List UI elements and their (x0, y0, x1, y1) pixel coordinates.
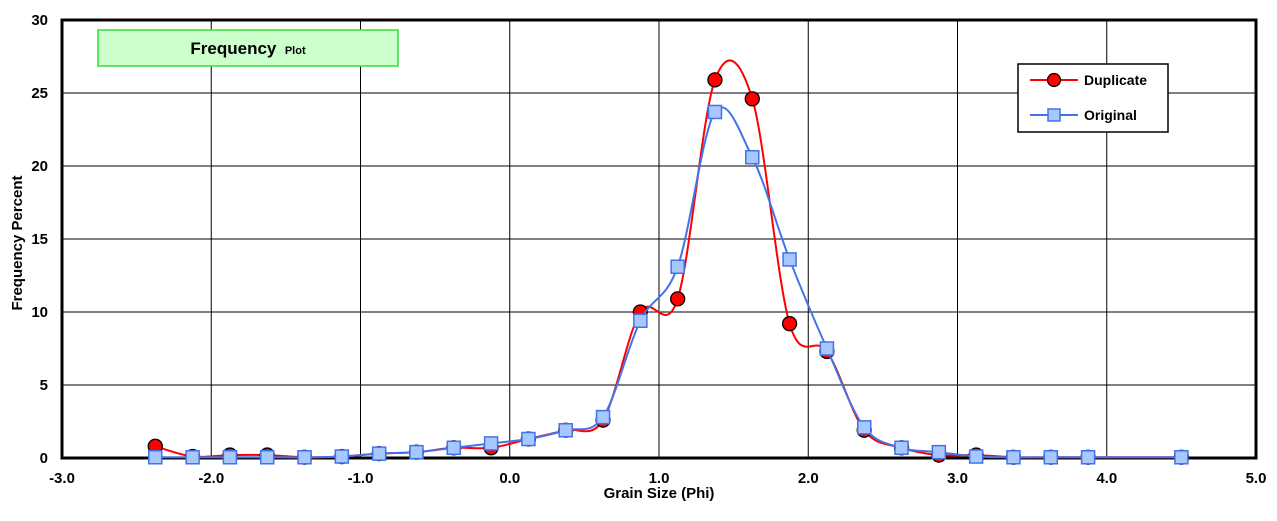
y-tick-label: 15 (31, 231, 48, 248)
title-box-background (97, 29, 399, 67)
data-point-original (894, 440, 909, 456)
data-point-original (1006, 450, 1021, 465)
y-tick-label: 20 (31, 158, 48, 175)
data-point-duplicate (707, 72, 723, 88)
legend-label-original: Original (1084, 107, 1137, 123)
data-point-duplicate (670, 291, 686, 307)
x-tick-label: 4.0 (1096, 470, 1117, 487)
legend-entry-duplicate: Duplicate (1030, 72, 1147, 88)
data-point-original (148, 450, 163, 465)
data-point-original (1174, 450, 1189, 465)
data-point-original (745, 149, 760, 165)
y-tick-label: 25 (31, 85, 48, 102)
legend-marker-duplicate (1046, 72, 1062, 88)
y-tick-labels: 0 5 10 15 20 25 30 (31, 12, 48, 467)
y-axis-label: Frequency Percent (9, 175, 26, 310)
data-point-original (1043, 450, 1059, 465)
series-original (148, 104, 1189, 465)
series-layer (147, 59, 1190, 465)
data-point-original (409, 444, 424, 460)
x-axis-label: Grain Size (Phi) (604, 485, 715, 502)
data-point-original (483, 436, 499, 451)
legend-box (1017, 63, 1169, 133)
series-line-original (155, 106, 1182, 459)
data-point-original (595, 409, 611, 425)
data-point-original (297, 450, 312, 465)
x-tick-label: 0.0 (499, 470, 520, 487)
x-tick-label: -2.0 (198, 470, 224, 487)
legend: Duplicate Original (1017, 63, 1169, 133)
data-point-original (185, 450, 200, 465)
y-tick-label: 10 (31, 304, 48, 321)
chart-title-box: Frequency Plot (97, 29, 399, 67)
legend-label-duplicate: Duplicate (1084, 72, 1147, 88)
data-point-original (371, 446, 387, 461)
data-point-original (222, 450, 238, 465)
data-point-duplicate (781, 316, 798, 332)
chart-title: Frequency Plot (190, 39, 306, 58)
data-point-original (633, 313, 648, 329)
y-tick-label: 30 (31, 12, 48, 29)
data-point-original (521, 431, 536, 447)
legend-marker-original (1047, 108, 1061, 122)
x-tick-label: -3.0 (49, 470, 75, 487)
x-tick-label: -1.0 (348, 470, 374, 487)
data-point-original (782, 252, 797, 267)
data-point-original (259, 450, 275, 465)
data-point-original (1080, 450, 1096, 465)
data-point-original (446, 440, 462, 456)
x-tick-label: 5.0 (1246, 470, 1267, 487)
data-point-original (931, 444, 947, 460)
y-tick-label: 5 (40, 377, 48, 394)
data-point-duplicate (744, 91, 760, 107)
data-point-original (856, 420, 872, 435)
data-point-original (819, 341, 835, 356)
x-tick-label: 1.0 (649, 470, 670, 487)
x-tick-labels: -3.0 -2.0 -1.0 0.0 1.0 2.0 3.0 4.0 5.0 (49, 470, 1266, 487)
data-point-original (968, 449, 984, 464)
y-tick-label: 0 (40, 450, 48, 467)
x-tick-label: 3.0 (947, 470, 968, 487)
chart-title-main: Frequency (190, 39, 277, 58)
data-point-original (707, 104, 723, 120)
data-point-original (670, 259, 685, 274)
data-point-original (334, 449, 350, 464)
chart-title-suffix: Plot (285, 45, 306, 57)
legend-entry-original: Original (1030, 107, 1137, 123)
data-point-original (558, 423, 573, 438)
x-tick-label: 2.0 (798, 470, 819, 487)
plot-frame (60, 18, 1258, 460)
